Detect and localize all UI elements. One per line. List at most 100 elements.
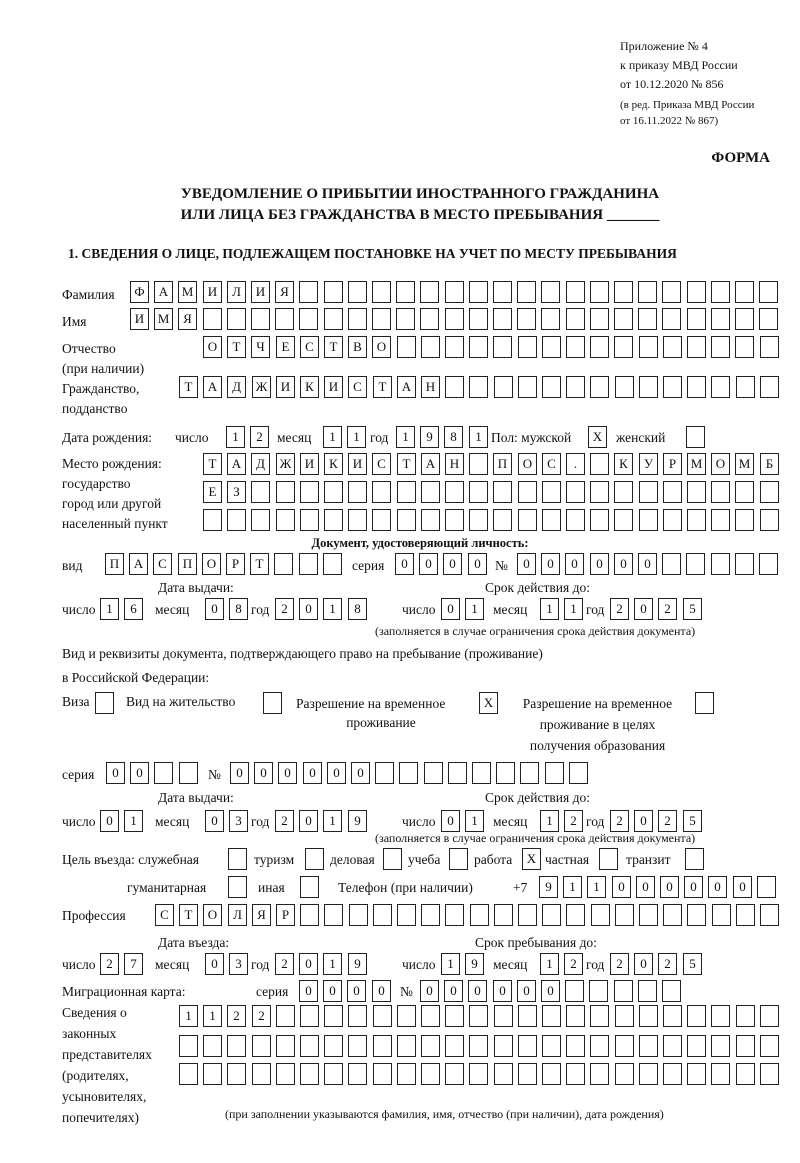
- phone-cell[interactable]: 9: [539, 876, 558, 898]
- rep3-cell[interactable]: [663, 1063, 682, 1085]
- rep1-cell[interactable]: [639, 1005, 658, 1027]
- surname-cell[interactable]: [420, 281, 439, 303]
- phone-cell[interactable]: 0: [636, 876, 655, 898]
- id_valid_month-cell[interactable]: 1: [564, 598, 583, 620]
- rep2-cell[interactable]: [252, 1035, 271, 1057]
- id_number-cell[interactable]: 0: [565, 553, 584, 575]
- purpose-other-checkbox-cell[interactable]: [300, 876, 319, 898]
- purpose-work-checkbox-cell[interactable]: X: [522, 848, 541, 870]
- mc_number-cell[interactable]: 0: [541, 980, 560, 1002]
- surname-cell[interactable]: А: [154, 281, 173, 303]
- purpose-service-checkbox-cell[interactable]: [228, 848, 247, 870]
- stay_valid_day-cell[interactable]: 0: [441, 810, 460, 832]
- rep2-cell[interactable]: [469, 1035, 488, 1057]
- birth_place1-cell[interactable]: [469, 453, 488, 475]
- profession-cell[interactable]: [615, 904, 634, 926]
- rep3-cell[interactable]: [179, 1063, 198, 1085]
- surname-cell[interactable]: [348, 281, 367, 303]
- rep3-cell[interactable]: [590, 1063, 609, 1085]
- id_kind-cell[interactable]: О: [202, 553, 221, 575]
- surname-cell[interactable]: [493, 281, 512, 303]
- profession-cell[interactable]: О: [203, 904, 222, 926]
- phone-cell[interactable]: 0: [684, 876, 703, 898]
- birth_place1-cell[interactable]: Р: [663, 453, 682, 475]
- profession-cell[interactable]: [324, 904, 343, 926]
- rep1-cell[interactable]: 2: [252, 1005, 271, 1027]
- id_number-cell[interactable]: 0: [638, 553, 657, 575]
- name-cell[interactable]: [372, 308, 391, 330]
- citizenship-cell[interactable]: [687, 376, 706, 398]
- mc_number-cell[interactable]: 0: [468, 980, 487, 1002]
- stay_number-cell[interactable]: 0: [327, 762, 346, 784]
- name-cell[interactable]: [445, 308, 464, 330]
- mc_series-cell[interactable]: 0: [372, 980, 391, 1002]
- surname-cell[interactable]: [517, 281, 536, 303]
- stay_issue_year-cell[interactable]: 2: [275, 810, 294, 832]
- birth_place1-cell[interactable]: А: [421, 453, 440, 475]
- rep2-cell[interactable]: [445, 1035, 464, 1057]
- patronymic-cell[interactable]: [687, 336, 706, 358]
- surname-cell[interactable]: [469, 281, 488, 303]
- phone-cell[interactable]: 1: [587, 876, 606, 898]
- id_valid_year-cell[interactable]: 2: [610, 598, 629, 620]
- birth_place1-cell[interactable]: А: [227, 453, 246, 475]
- id_number-cell[interactable]: 0: [614, 553, 633, 575]
- surname-cell[interactable]: [590, 281, 609, 303]
- patronymic-cell[interactable]: [421, 336, 440, 358]
- profession-cell[interactable]: [566, 904, 585, 926]
- birth_month-cell[interactable]: 1: [347, 426, 366, 448]
- surname-cell[interactable]: [566, 281, 585, 303]
- birth_place1-cell[interactable]: К: [614, 453, 633, 475]
- name-cell[interactable]: [275, 308, 294, 330]
- rep3-cell[interactable]: [445, 1063, 464, 1085]
- id_number-cell[interactable]: [735, 553, 754, 575]
- id_valid_month-cell[interactable]: 1: [540, 598, 559, 620]
- patronymic-cell[interactable]: [735, 336, 754, 358]
- surname-cell[interactable]: [445, 281, 464, 303]
- birth_place2-cell[interactable]: [469, 481, 488, 503]
- surname-cell[interactable]: И: [203, 281, 222, 303]
- stay_day-cell[interactable]: 9: [465, 953, 484, 975]
- rep1-cell[interactable]: [736, 1005, 755, 1027]
- stay_series-cell[interactable]: 0: [106, 762, 125, 784]
- surname-cell[interactable]: [711, 281, 730, 303]
- stay_number-cell[interactable]: [545, 762, 564, 784]
- stay_number-cell[interactable]: 0: [351, 762, 370, 784]
- surname-cell[interactable]: Ф: [130, 281, 149, 303]
- birth_place1-cell[interactable]: М: [687, 453, 706, 475]
- profession-cell[interactable]: [373, 904, 392, 926]
- birth_place1-cell[interactable]: Б: [760, 453, 779, 475]
- mc_series-cell[interactable]: 0: [299, 980, 318, 1002]
- surname-cell[interactable]: Л: [227, 281, 246, 303]
- id_kind-cell[interactable]: С: [153, 553, 172, 575]
- rep1-cell[interactable]: [687, 1005, 706, 1027]
- stay_valid_year-cell[interactable]: 0: [634, 810, 653, 832]
- rep1-cell[interactable]: [615, 1005, 634, 1027]
- id_number-cell[interactable]: [711, 553, 730, 575]
- citizenship-cell[interactable]: Т: [179, 376, 198, 398]
- birth_day-cell[interactable]: 1: [226, 426, 245, 448]
- citizenship-cell[interactable]: Т: [373, 376, 392, 398]
- birth_place3-cell[interactable]: [687, 509, 706, 531]
- patronymic-cell[interactable]: [566, 336, 585, 358]
- birth_place2-cell[interactable]: [276, 481, 295, 503]
- name-cell[interactable]: [251, 308, 270, 330]
- patronymic-cell[interactable]: О: [372, 336, 391, 358]
- id_number-cell[interactable]: [686, 553, 705, 575]
- citizenship-cell[interactable]: [469, 376, 488, 398]
- entry_year-cell[interactable]: 0: [299, 953, 318, 975]
- mc_number-cell[interactable]: [565, 980, 584, 1002]
- entry_day-cell[interactable]: 7: [124, 953, 143, 975]
- rep3-cell[interactable]: [421, 1063, 440, 1085]
- birth_place3-cell[interactable]: [639, 509, 658, 531]
- patronymic-cell[interactable]: [639, 336, 658, 358]
- id_valid_day-cell[interactable]: 0: [441, 598, 460, 620]
- birth_place1-cell[interactable]: О: [518, 453, 537, 475]
- entry_year-cell[interactable]: 9: [348, 953, 367, 975]
- surname-cell[interactable]: [396, 281, 415, 303]
- stay_number-cell[interactable]: [424, 762, 443, 784]
- stay_issue_day-cell[interactable]: 0: [100, 810, 119, 832]
- rep1-cell[interactable]: [324, 1005, 343, 1027]
- stay_issue_day-cell[interactable]: 1: [124, 810, 143, 832]
- patronymic-cell[interactable]: [542, 336, 561, 358]
